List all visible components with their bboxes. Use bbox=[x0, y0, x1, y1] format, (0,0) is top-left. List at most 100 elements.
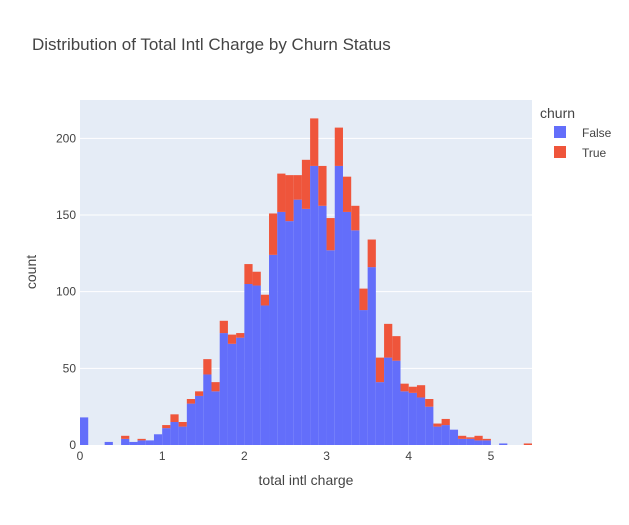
bar-false[interactable] bbox=[458, 438, 467, 445]
bar-true[interactable] bbox=[482, 438, 491, 441]
bar-true[interactable] bbox=[252, 271, 261, 286]
bar-true[interactable] bbox=[121, 435, 130, 439]
bar-true[interactable] bbox=[466, 437, 475, 439]
bar-true[interactable] bbox=[375, 357, 385, 383]
x-axis-title: total intl charge bbox=[259, 472, 354, 488]
bar-true[interactable] bbox=[359, 288, 368, 311]
legend-swatch-false[interactable] bbox=[554, 126, 566, 138]
bar-true[interactable] bbox=[170, 414, 179, 422]
bar-true[interactable] bbox=[441, 418, 450, 426]
bar-false[interactable] bbox=[301, 208, 311, 445]
bar-false[interactable] bbox=[310, 165, 319, 445]
y-tick-label: 0 bbox=[69, 438, 76, 452]
bar-false[interactable] bbox=[137, 440, 146, 445]
bar-false[interactable] bbox=[129, 441, 138, 445]
bar-true[interactable] bbox=[433, 423, 442, 427]
bar-false[interactable] bbox=[285, 221, 294, 445]
bar-true[interactable] bbox=[260, 294, 270, 306]
bar-false[interactable] bbox=[195, 395, 204, 445]
bar-false[interactable] bbox=[384, 357, 393, 445]
bar-false[interactable] bbox=[178, 426, 187, 445]
bar-false[interactable] bbox=[433, 426, 442, 445]
bar-false[interactable] bbox=[170, 422, 179, 445]
bar-true[interactable] bbox=[219, 320, 228, 334]
bar-true[interactable] bbox=[367, 239, 376, 268]
bar-false[interactable] bbox=[80, 417, 89, 445]
bar-true[interactable] bbox=[384, 323, 393, 358]
bar-false[interactable] bbox=[326, 250, 335, 445]
bar-false[interactable] bbox=[441, 425, 450, 445]
bar-false[interactable] bbox=[219, 333, 228, 445]
bar-false[interactable] bbox=[162, 428, 171, 445]
bar-true[interactable] bbox=[178, 422, 187, 427]
legend-label-false[interactable]: False bbox=[582, 126, 612, 140]
legend-label-true[interactable]: True bbox=[582, 146, 607, 160]
bar-false[interactable] bbox=[153, 434, 163, 445]
bar-false[interactable] bbox=[359, 310, 368, 445]
bar-true[interactable] bbox=[227, 334, 237, 344]
bar-false[interactable] bbox=[367, 267, 376, 445]
bar-false[interactable] bbox=[482, 440, 491, 445]
bar-true[interactable] bbox=[137, 438, 146, 441]
bar-true[interactable] bbox=[310, 118, 319, 166]
bar-false[interactable] bbox=[186, 403, 196, 445]
bar-true[interactable] bbox=[392, 336, 401, 361]
bar-false[interactable] bbox=[408, 392, 417, 445]
bar-false[interactable] bbox=[425, 406, 434, 445]
bar-false[interactable] bbox=[293, 199, 302, 445]
bar-false[interactable] bbox=[269, 254, 278, 445]
bar-false[interactable] bbox=[252, 285, 261, 445]
bar-false[interactable] bbox=[277, 211, 286, 445]
bar-false[interactable] bbox=[466, 438, 475, 445]
bar-true[interactable] bbox=[425, 399, 434, 407]
bar-true[interactable] bbox=[277, 173, 286, 212]
bar-true[interactable] bbox=[334, 127, 343, 166]
bar-true[interactable] bbox=[326, 218, 335, 251]
bar-false[interactable] bbox=[318, 205, 327, 445]
bar-false[interactable] bbox=[260, 305, 270, 445]
y-tick-label: 50 bbox=[63, 361, 77, 375]
bar-true[interactable] bbox=[318, 165, 327, 206]
x-tick-label: 2 bbox=[241, 449, 248, 463]
bar-true[interactable] bbox=[186, 399, 196, 404]
bar-false[interactable] bbox=[449, 429, 459, 445]
bar-false[interactable] bbox=[392, 360, 401, 445]
bar-true[interactable] bbox=[195, 391, 204, 396]
bar-true[interactable] bbox=[236, 333, 245, 338]
bar-false[interactable] bbox=[334, 165, 343, 445]
bar-false[interactable] bbox=[211, 391, 220, 445]
bar-false[interactable] bbox=[227, 343, 237, 445]
bar-false[interactable] bbox=[121, 438, 130, 445]
bar-true[interactable] bbox=[293, 175, 302, 200]
bar-true[interactable] bbox=[244, 264, 253, 284]
bar-true[interactable] bbox=[458, 435, 467, 439]
bar-false[interactable] bbox=[375, 382, 385, 445]
bar-true[interactable] bbox=[203, 359, 212, 375]
legend-swatch-true[interactable] bbox=[554, 146, 566, 158]
bar-true[interactable] bbox=[416, 385, 426, 398]
bar-true[interactable] bbox=[523, 443, 532, 445]
bar-false[interactable] bbox=[499, 443, 508, 445]
bar-false[interactable] bbox=[416, 397, 426, 445]
bar-true[interactable] bbox=[400, 383, 409, 392]
bar-true[interactable] bbox=[351, 205, 360, 231]
x-tick-labels: 0 1 2 3 4 5 bbox=[77, 449, 495, 463]
bar-true[interactable] bbox=[474, 435, 483, 441]
bar-true[interactable] bbox=[342, 176, 352, 212]
bar-false[interactable] bbox=[236, 337, 245, 445]
bar-false[interactable] bbox=[400, 391, 409, 445]
bar-false[interactable] bbox=[474, 440, 483, 445]
bar-false[interactable] bbox=[145, 440, 154, 445]
legend: churn False True bbox=[540, 105, 612, 160]
bar-true[interactable] bbox=[162, 425, 171, 429]
bar-false[interactable] bbox=[342, 211, 352, 445]
bar-false[interactable] bbox=[351, 230, 360, 445]
bar-true[interactable] bbox=[301, 159, 311, 209]
bar-true[interactable] bbox=[285, 175, 294, 222]
bar-true[interactable] bbox=[211, 382, 220, 392]
bar-false[interactable] bbox=[104, 441, 113, 445]
bar-true[interactable] bbox=[408, 386, 417, 393]
bar-false[interactable] bbox=[244, 284, 253, 445]
bar-true[interactable] bbox=[269, 213, 278, 255]
bar-false[interactable] bbox=[203, 374, 212, 445]
